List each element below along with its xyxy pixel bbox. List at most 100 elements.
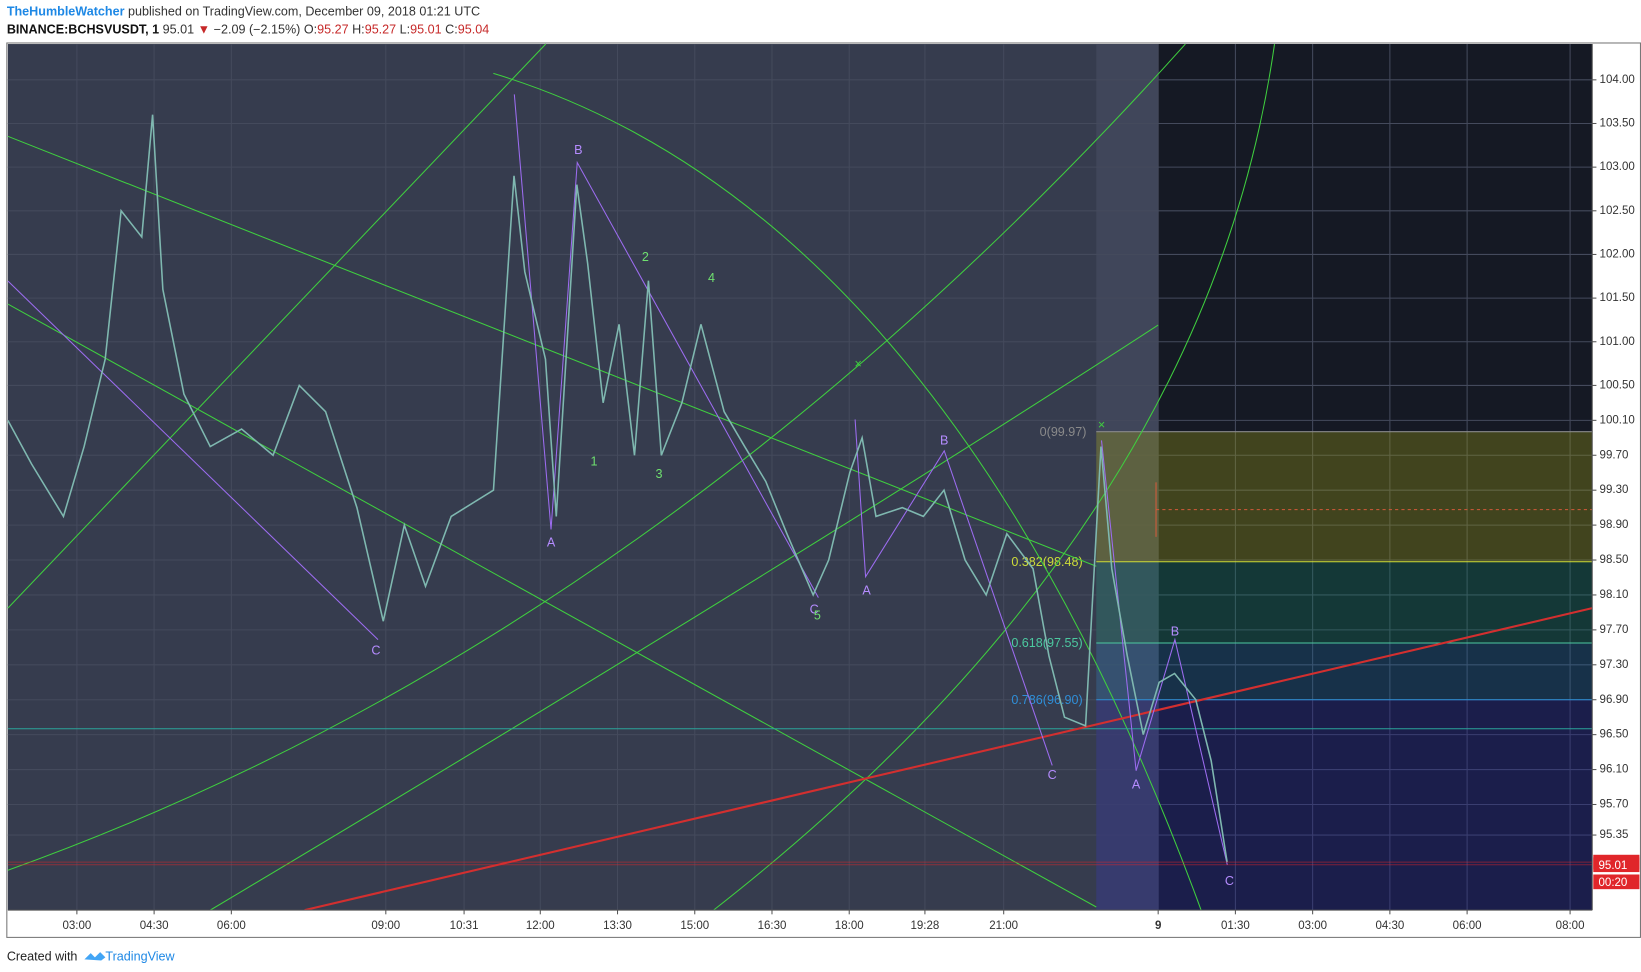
axes: 104.00 103.50 103.00 102.50 102.00 101.50 101.…: [62, 74, 1640, 932]
last-price: 95.01: [163, 23, 194, 37]
price-badge: [1593, 857, 1640, 873]
future-zone: [1158, 44, 1593, 911]
x-tick-label: 9: [1155, 920, 1161, 932]
x-tick-label: 12:00: [526, 920, 555, 932]
arc: [493, 72, 1202, 911]
wave-label: 5: [814, 609, 821, 623]
y-tick-label: 97.30: [1600, 659, 1629, 671]
y-tick-label: 100.10: [1600, 414, 1635, 426]
symbol-line: BINANCE:BCHSVUSDT, 1 95.01 ▼ −2.09 (−2.1…: [7, 23, 489, 37]
price-badge-label: 00:20: [1599, 877, 1628, 889]
x-tick-label: 08:00: [1556, 920, 1585, 932]
ohlc-label: H:: [352, 23, 365, 37]
y-tick-label: 96.50: [1600, 729, 1629, 741]
wave-label: A: [547, 535, 556, 549]
wave-line: [854, 419, 1053, 766]
x-tick-label: 04:30: [1375, 920, 1404, 932]
ohlc-value: 95.27: [365, 23, 396, 37]
wave-label: 2: [642, 250, 649, 264]
y-tick-label: 103.00: [1600, 161, 1635, 173]
header-line: TheHumbleWatcher published on TradingVie…: [7, 5, 480, 19]
x-tick-label: 06:00: [217, 920, 246, 932]
wave-line: [513, 94, 819, 598]
price-badge-label: 95.01: [1599, 860, 1628, 872]
ohlc-value: 95.01: [410, 23, 441, 37]
ohlc-label: O:: [304, 23, 317, 37]
price-axis: [1592, 44, 1641, 911]
cross-marker: ×: [1098, 418, 1105, 432]
x-tick-label: 01:30: [1221, 920, 1250, 932]
cross-marker: ×: [855, 357, 862, 371]
drawings: × ×: [7, 43, 1593, 912]
wave-line: [7, 280, 379, 640]
arrow: ▼: [198, 23, 210, 37]
price-line: [7, 114, 1228, 863]
price-series: [7, 114, 1593, 866]
y-tick-label: 102.50: [1600, 205, 1635, 217]
ohlc-label: L:: [400, 23, 411, 37]
ohlc-value: 95.04: [458, 23, 489, 37]
trend-line: [7, 43, 547, 609]
y-tick-label: 101.50: [1600, 292, 1635, 304]
x-tick-label: 15:00: [680, 920, 709, 932]
y-tick-label: 104.00: [1600, 74, 1635, 86]
ohlc-value: 95.27: [317, 23, 348, 37]
fib-zone: [1096, 699, 1593, 911]
y-tick-label: 101.00: [1600, 336, 1635, 348]
change: −2.09 (−2.15%): [214, 23, 301, 37]
footer-text: Created with: [7, 949, 78, 963]
wave-label: 4: [708, 271, 715, 285]
wave-label: 1: [591, 455, 598, 469]
trend-line: [304, 607, 1593, 912]
wave-label: C: [810, 602, 819, 616]
logo: [84, 952, 106, 961]
x-tick-label: 03:00: [62, 920, 91, 932]
wave-label: 3: [656, 467, 663, 481]
footer-brand[interactable]: TradingView: [105, 949, 175, 963]
y-tick-label: 100.50: [1600, 379, 1635, 391]
fib-label: 0.382(98.48): [1011, 555, 1082, 569]
wave-label: B: [574, 143, 582, 157]
arc: [7, 43, 1186, 871]
fib-label: 0.786(96.90): [1011, 693, 1082, 707]
wave-label: C: [371, 643, 380, 657]
wave-label: B: [940, 434, 948, 448]
x-tick-label: 04:30: [140, 920, 169, 932]
x-tick-label: 18:00: [835, 920, 864, 932]
y-tick-label: 98.50: [1600, 554, 1629, 566]
x-tick-label: 10:31: [450, 920, 479, 932]
wave-label: C: [1048, 768, 1057, 782]
x-tick-label: 19:28: [911, 920, 940, 932]
y-tick-label: 95.35: [1600, 829, 1629, 841]
fib-zone: [1096, 431, 1593, 562]
arc: [209, 324, 1159, 911]
y-tick-label: 97.70: [1600, 624, 1629, 636]
y-tick-label: 99.70: [1600, 449, 1629, 461]
wave-label: A: [1132, 778, 1141, 792]
time-axis: [7, 910, 1593, 938]
fib-zone: [1096, 561, 1593, 643]
arc: [713, 43, 1276, 911]
y-tick-label: 96.90: [1600, 694, 1629, 706]
wave-label: A: [862, 584, 871, 598]
y-tick-label: 98.90: [1600, 519, 1629, 531]
frame: [6, 42, 1641, 938]
author[interactable]: TheHumbleWatcher: [7, 5, 125, 19]
y-tick-label: 96.10: [1600, 764, 1629, 776]
published: published on TradingView.com, December 0…: [128, 5, 480, 19]
wave-label: B: [1171, 624, 1179, 638]
trend-line: [7, 135, 1097, 567]
fib-label: 0(99.97): [1040, 425, 1087, 439]
highlight-zone: [1096, 44, 1159, 911]
y-tick-label: 99.30: [1600, 484, 1629, 496]
y-tick-label: 95.70: [1600, 799, 1629, 811]
y-tick-label: 103.50: [1600, 118, 1635, 130]
wave-label: C: [1225, 874, 1234, 888]
y-tick-label: 102.00: [1600, 248, 1635, 260]
x-tick-label: 13:30: [603, 920, 632, 932]
y-tick-label: 98.10: [1600, 589, 1629, 601]
x-tick-label: 09:00: [371, 920, 400, 932]
